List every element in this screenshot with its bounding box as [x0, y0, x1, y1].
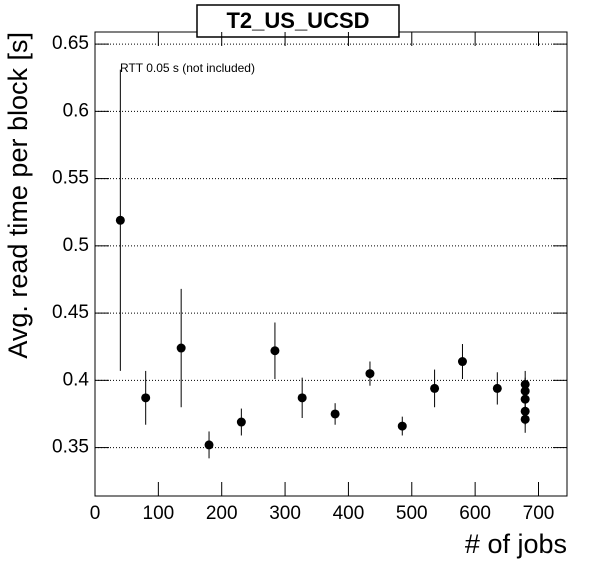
- data-point: [270, 346, 280, 356]
- x-tick-label: 0: [90, 503, 101, 524]
- plot-frame: [94, 31, 568, 497]
- data-point: [176, 343, 186, 353]
- y-tick-label: 0.6: [63, 100, 89, 121]
- data-point: [457, 357, 467, 367]
- data-point: [365, 369, 375, 379]
- y-tick-label: 0.55: [52, 168, 89, 189]
- y-tick-label: 0.65: [52, 33, 89, 54]
- data-point: [236, 417, 246, 427]
- x-tick-label: 600: [459, 503, 491, 524]
- x-axis-title: # of jobs: [465, 529, 567, 559]
- data-point: [297, 393, 307, 403]
- x-tick-label: 100: [143, 503, 175, 524]
- x-tick-label: 400: [333, 503, 365, 524]
- y-tick-label: 0.35: [52, 437, 89, 458]
- data-point: [204, 440, 214, 450]
- x-tick-label: 500: [396, 503, 428, 524]
- data-point: [141, 393, 151, 403]
- x-tick-label: 200: [206, 503, 238, 524]
- data-point: [330, 409, 340, 419]
- y-axis-title: Avg. read time per block [s]: [3, 32, 33, 359]
- title-box: [196, 4, 400, 38]
- y-tick-label: 0.5: [63, 235, 89, 256]
- x-tick-label: 700: [523, 503, 555, 524]
- x-tick-label: 300: [269, 503, 301, 524]
- y-tick-label: 0.4: [63, 369, 90, 390]
- annotation: RTT 0.05 s (not included): [120, 61, 255, 75]
- data-point: [430, 383, 440, 393]
- data-point: [520, 414, 530, 424]
- data-point: [492, 383, 502, 393]
- data-point: [397, 421, 407, 431]
- data-point: [115, 215, 125, 225]
- chart-title: T2_US_UCSD: [226, 8, 369, 33]
- y-tick-label: 0.45: [52, 302, 89, 323]
